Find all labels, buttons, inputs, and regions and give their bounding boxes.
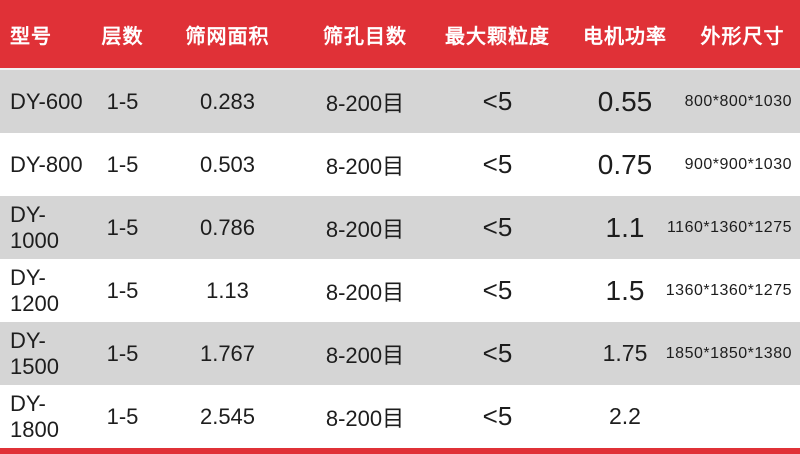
- cell-dims: 1160*1360*1275: [666, 218, 792, 236]
- header-area: 筛网面积: [185, 25, 270, 48]
- cell-model: DY-1500: [10, 327, 59, 379]
- cell-model: DY-1000: [10, 201, 59, 253]
- cell-dims: 900*900*1030: [684, 155, 792, 173]
- cell-power: 1.1: [605, 211, 645, 243]
- cell-model: DY-1800: [10, 390, 59, 442]
- table-row: DY-600 1-5 0.283 8-200目 <5 0.55 800*800*…: [0, 70, 800, 133]
- cell-particle: <5: [482, 338, 513, 368]
- table-row: DY-1000 1-5 0.786 8-200目 <5 1.1 1160*136…: [0, 196, 800, 259]
- bottom-red-bar: [0, 448, 800, 454]
- cell-power: 2.2: [609, 403, 641, 429]
- cell-particle: <5: [482, 275, 513, 305]
- table-row: DY-1800 1-5 2.545 8-200目 <5 2.2: [0, 385, 800, 448]
- cell-mesh: 8-200目: [325, 279, 405, 305]
- cell-dims: 1850*1850*1380: [665, 344, 792, 362]
- cell-dims: 800*800*1030: [684, 92, 792, 110]
- cell-mesh: 8-200目: [325, 405, 405, 431]
- cell-area: 1.13: [206, 277, 249, 303]
- cell-particle: <5: [482, 86, 513, 116]
- header-dims: 外形尺寸: [700, 25, 785, 48]
- cell-mesh: 8-200目: [325, 90, 405, 116]
- cell-area: 1.767: [199, 340, 256, 366]
- cell-model: DY-600: [10, 88, 83, 114]
- cell-power: 1.5: [605, 274, 645, 306]
- cell-mesh: 8-200目: [325, 342, 405, 368]
- table-row: DY-1200 1-5 1.13 8-200目 <5 1.5 1360*1360…: [0, 259, 800, 322]
- cell-layers: 1-5: [106, 277, 139, 303]
- table-row: DY-800 1-5 0.503 8-200目 <5 0.75 900*900*…: [0, 133, 800, 196]
- cell-particle: <5: [482, 212, 513, 242]
- cell-layers: 1-5: [106, 88, 139, 114]
- header-particle: 最大颗粒度: [445, 25, 550, 48]
- cell-dims: 1360*1360*1275: [665, 281, 792, 299]
- cell-area: 2.545: [199, 403, 256, 429]
- cell-mesh: 8-200目: [325, 153, 405, 179]
- cell-layers: 1-5: [106, 151, 139, 177]
- cell-mesh: 8-200目: [325, 216, 405, 242]
- table-header-row: 型号 层数 筛网面积 筛孔目数 最大颗粒度 电机功率 外形尺寸: [0, 0, 800, 70]
- cell-area: 0.503: [199, 151, 256, 177]
- cell-power: 0.75: [597, 148, 653, 180]
- cell-area: 0.283: [199, 88, 256, 114]
- cell-power: 0.55: [597, 85, 653, 117]
- header-model: 型号: [10, 25, 52, 48]
- cell-dims: [685, 385, 800, 448]
- header-power: 电机功率: [583, 25, 667, 48]
- cell-layers: 1-5: [106, 340, 139, 366]
- cell-model: DY-800: [10, 151, 83, 177]
- table-row: DY-1500 1-5 1.767 8-200目 <5 1.75 1850*18…: [0, 322, 800, 385]
- cell-particle: <5: [482, 149, 513, 179]
- cell-power: 1.75: [602, 340, 648, 366]
- header-mesh: 筛孔目数: [323, 25, 407, 48]
- cell-area: 0.786: [199, 214, 256, 240]
- cell-particle: <5: [482, 401, 513, 431]
- cell-model: DY-1200: [10, 264, 59, 316]
- header-layers: 层数: [101, 25, 144, 48]
- cell-layers: 1-5: [106, 214, 139, 240]
- cell-layers: 1-5: [106, 403, 139, 429]
